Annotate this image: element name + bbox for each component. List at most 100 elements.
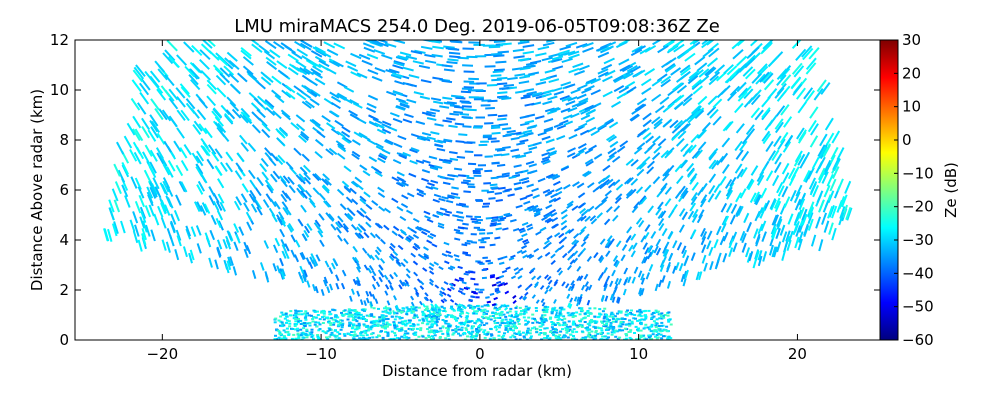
echo-gate <box>468 298 474 302</box>
echo-gate <box>367 315 371 318</box>
y-tick-label: 2 <box>59 281 69 299</box>
echo-gate <box>543 337 547 339</box>
echo-gate <box>182 246 188 258</box>
echo-gate <box>347 333 351 336</box>
echo-gate <box>600 338 604 340</box>
echo-gate <box>373 168 383 175</box>
echo-gate <box>466 335 469 338</box>
echo-gate <box>440 299 445 304</box>
echo-gate <box>368 336 371 339</box>
echo-gate <box>251 111 261 121</box>
echo-gate <box>521 221 529 227</box>
echo-gate <box>299 166 308 175</box>
echo-gate <box>787 167 796 180</box>
echo-gate <box>567 302 571 308</box>
echo-gate <box>624 177 632 185</box>
echo-gate <box>406 309 410 312</box>
echo-gate <box>348 313 352 316</box>
echo-gate <box>475 328 479 330</box>
echo-gate <box>579 129 590 136</box>
echo-gate <box>175 164 184 177</box>
echo-gate <box>788 230 794 243</box>
echo-gate <box>378 318 382 321</box>
echo-gate <box>429 329 433 332</box>
echo-gate <box>431 323 435 326</box>
echo-gate <box>415 120 426 125</box>
echo-gate <box>418 190 427 196</box>
echo-gate <box>107 228 113 242</box>
echo-gate <box>355 326 359 329</box>
echo-gate <box>480 321 484 324</box>
echo-gate <box>643 231 650 240</box>
echo-gate <box>166 166 174 178</box>
echo-gate <box>368 156 378 163</box>
echo-gate <box>600 199 608 206</box>
echo-gate <box>284 192 292 201</box>
echo-gate <box>374 171 383 177</box>
echo-gate <box>485 217 493 220</box>
echo-gate <box>296 329 300 332</box>
echo-gate <box>501 255 508 260</box>
echo-gate <box>359 334 363 337</box>
echo-gate <box>761 41 773 53</box>
echo-gate <box>660 312 664 315</box>
echo-gate <box>196 184 204 195</box>
echo-gate <box>644 309 648 312</box>
echo-gate <box>548 286 553 292</box>
echo-gate <box>609 324 613 327</box>
echo-gate <box>566 327 570 330</box>
echo-gate <box>577 325 580 327</box>
echo-gate <box>386 334 390 337</box>
echo-gate <box>544 274 549 280</box>
echo-gate <box>571 323 575 326</box>
echo-gate <box>535 52 547 57</box>
echo-gate <box>576 326 580 329</box>
echo-gate <box>624 337 628 340</box>
echo-gate <box>639 329 643 332</box>
echo-gate <box>347 308 351 311</box>
echo-gate <box>657 327 661 330</box>
echo-gate <box>456 155 466 159</box>
echo-gate <box>517 154 527 159</box>
echo-gate <box>659 260 665 268</box>
echo-gate <box>458 334 462 337</box>
echo-gate <box>299 334 303 337</box>
echo-gate <box>167 160 176 172</box>
echo-gate <box>322 184 330 192</box>
echo-gate <box>393 324 396 327</box>
echo-gate <box>386 325 389 328</box>
echo-gate <box>240 142 249 152</box>
echo-gate <box>352 337 356 340</box>
echo-gate <box>389 253 396 259</box>
echo-gate <box>587 182 595 189</box>
echo-gate <box>583 321 587 323</box>
echo-gate <box>625 158 634 166</box>
echo-gate <box>376 128 387 135</box>
echo-gate <box>810 181 818 194</box>
colorbar-tick-label: −50 <box>902 298 934 316</box>
echo-gate <box>818 167 826 181</box>
echo-gate <box>767 88 778 100</box>
echo-gate <box>546 334 550 337</box>
echo-gate <box>368 265 374 272</box>
echo-gate <box>227 256 232 267</box>
echo-gate <box>403 334 407 337</box>
echo-gate <box>512 316 516 319</box>
echo-gate <box>444 337 448 340</box>
echo-gate <box>239 113 249 124</box>
echo-gate <box>588 321 592 324</box>
echo-gate <box>644 247 650 255</box>
echo-gate <box>343 334 347 337</box>
echo-gate <box>567 285 572 292</box>
echo-gate <box>713 183 721 194</box>
echo-gate <box>794 212 801 224</box>
echo-gate <box>393 295 397 301</box>
echo-gate <box>318 323 322 326</box>
echo-gate <box>430 186 439 191</box>
echo-gate <box>353 310 357 313</box>
echo-gate <box>410 252 417 258</box>
echo-gate <box>378 276 383 283</box>
echo-gate <box>654 335 657 338</box>
echo-gate <box>461 312 464 315</box>
echo-gate <box>240 107 251 118</box>
